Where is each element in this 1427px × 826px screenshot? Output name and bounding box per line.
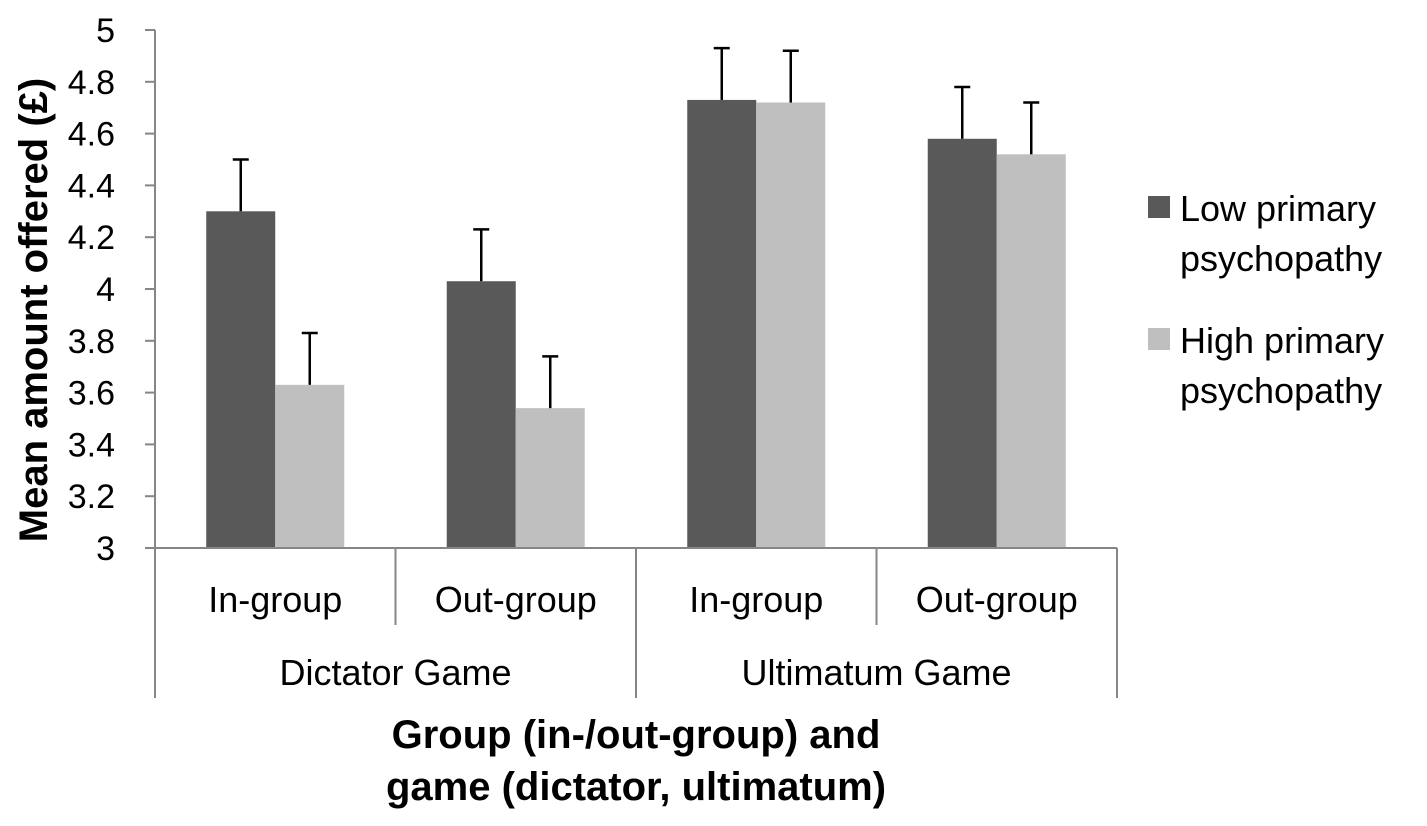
x-group-label: Ultimatum Game xyxy=(741,652,1011,693)
y-tick-label: 3.6 xyxy=(68,375,115,413)
legend-label: Low primary xyxy=(1180,188,1376,229)
legend: Low primary psychopathy High primary psycho… xyxy=(1148,188,1384,411)
x-tick-label: Out-group xyxy=(435,579,597,620)
y-tick-label: 4 xyxy=(96,271,115,309)
legend-label: psychopathy xyxy=(1180,370,1382,411)
y-tick-label: 5 xyxy=(96,12,115,50)
y-tick-label: 4.2 xyxy=(68,219,115,257)
bar xyxy=(756,102,826,549)
bar xyxy=(927,138,997,548)
x-axis: In-group Out-group In-group Out-group Dictat… xyxy=(154,547,1118,698)
legend-swatch xyxy=(1148,196,1170,218)
bar xyxy=(996,154,1066,548)
x-axis-label-line-1: Group (in-/out-group) and xyxy=(392,713,881,757)
x-tick-label: In-group xyxy=(689,579,823,620)
x-tick-label: Out-group xyxy=(916,579,1078,620)
bar xyxy=(275,384,345,548)
y-tick-label: 4.8 xyxy=(68,64,115,102)
y-tick-label: 4.6 xyxy=(68,116,115,154)
legend-swatch xyxy=(1148,328,1170,350)
y-axis: 3 3.2 3.4 3.6 3.8 4 4.2 4.4 4.6 4.8 5 xyxy=(68,12,156,568)
x-axis-label-line-2: game (dictator, ultimatum) xyxy=(386,765,886,809)
y-tick-label: 4.4 xyxy=(68,167,115,205)
legend-label: High primary xyxy=(1180,320,1384,361)
x-group-label: Dictator Game xyxy=(279,652,511,693)
x-tick-label: In-group xyxy=(208,579,342,620)
y-tick-label: 3.8 xyxy=(68,323,115,361)
y-axis-label: Mean amount offered (£) xyxy=(12,78,56,542)
y-tick-label: 3.2 xyxy=(68,478,115,516)
bars xyxy=(206,46,1066,549)
bar xyxy=(515,408,585,548)
bar xyxy=(687,99,757,549)
y-tick-label: 3.4 xyxy=(68,426,115,464)
y-tick-label: 3 xyxy=(96,530,115,568)
bar xyxy=(446,281,516,548)
bar xyxy=(206,211,276,549)
legend-label: psychopathy xyxy=(1180,238,1382,279)
